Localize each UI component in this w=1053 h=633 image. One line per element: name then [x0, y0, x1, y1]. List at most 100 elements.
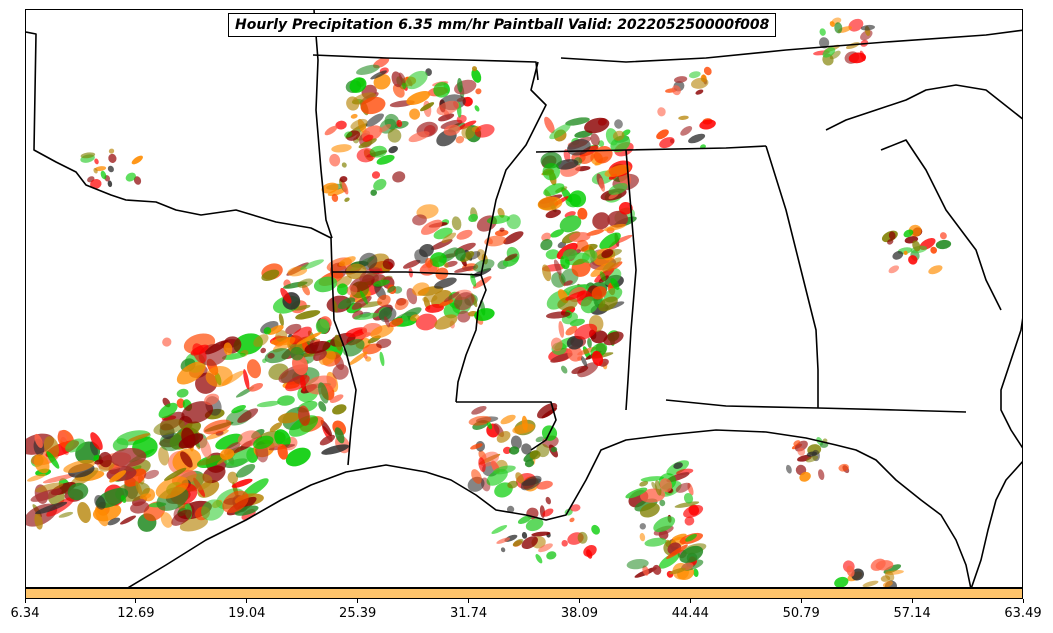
precipitation-blob	[545, 496, 552, 505]
precipitation-blob	[517, 515, 532, 525]
precipitation-blob	[550, 337, 563, 352]
precipitation-blob	[338, 256, 356, 267]
precipitation-blob	[313, 276, 338, 293]
precipitation-blob	[471, 405, 487, 415]
precipitation-blob	[496, 537, 511, 544]
precipitation-blob	[277, 412, 300, 424]
precipitation-blob	[67, 482, 89, 501]
precipitation-blob	[880, 575, 891, 582]
precipitation-blob	[685, 533, 697, 542]
precipitation-blob	[409, 108, 421, 120]
precipitation-blob	[215, 433, 243, 450]
precipitation-blob	[264, 348, 291, 364]
border-al-ga	[765, 145, 819, 408]
precipitation-blob	[391, 71, 403, 88]
precipitation-blob	[94, 166, 107, 172]
precipitation-blob	[120, 495, 127, 504]
precipitation-blob	[656, 129, 669, 140]
precipitation-blob	[331, 193, 339, 202]
precipitation-blob	[176, 388, 189, 398]
precipitation-blob	[591, 286, 607, 300]
precipitation-blob	[318, 382, 329, 404]
border-ms-al	[625, 149, 637, 411]
precipitation-blob	[243, 369, 250, 390]
precipitation-blob	[77, 502, 91, 523]
precipitation-blob	[153, 419, 185, 436]
precipitation-blob	[280, 287, 292, 304]
precipitation-blob	[394, 298, 409, 311]
precipitation-blob	[608, 183, 628, 195]
precipitation-blob	[371, 171, 381, 179]
colorbar-tick-label: 31.74	[449, 606, 488, 621]
precipitation-blob	[409, 314, 420, 322]
precipitation-blob	[550, 229, 564, 238]
precipitation-blob	[181, 427, 196, 449]
precipitation-blob	[560, 365, 568, 374]
precipitation-blob	[329, 394, 344, 403]
colorbar-tick-label: 50.79	[782, 606, 820, 621]
border-ok-ar	[313, 10, 333, 239]
precipitation-blob	[335, 120, 347, 130]
precipitation-blob	[263, 327, 272, 335]
precipitation-blob	[425, 303, 444, 313]
map-panel	[25, 9, 1023, 588]
precipitation-blob	[223, 342, 233, 356]
precipitation-blob	[475, 88, 482, 95]
precipitation-blob	[468, 213, 478, 222]
precipitation-blob	[94, 459, 104, 465]
precipitation-blob	[144, 469, 159, 480]
precipitation-blob	[568, 190, 587, 208]
precipitation-blob	[930, 246, 938, 254]
precipitation-blob	[699, 119, 716, 130]
precipitation-blob	[358, 301, 383, 308]
precipitation-blob	[598, 140, 605, 147]
precipitation-blob	[109, 470, 127, 483]
precipitation-blob	[80, 152, 96, 159]
precipitation-blob	[234, 505, 259, 516]
precipitation-blob	[336, 283, 349, 296]
precipitation-blob	[341, 181, 349, 195]
precipitation-blob	[304, 340, 331, 354]
precipitation-blob	[542, 162, 561, 181]
precipitation-blob	[549, 123, 571, 140]
precipitation-blob	[584, 117, 610, 134]
precipitation-blob	[58, 511, 74, 518]
precipitation-blob	[834, 22, 843, 34]
precipitation-blob	[425, 257, 433, 268]
precipitation-blob	[298, 405, 311, 426]
colorbar-tick	[800, 599, 802, 603]
precipitation-blob	[799, 471, 811, 482]
precipitation-blob	[334, 334, 342, 351]
precipitation-blob	[236, 463, 256, 478]
precipitation-blob	[566, 335, 584, 350]
precipitation-blob	[108, 148, 115, 154]
precipitation-blob	[644, 537, 667, 547]
precipitation-blob	[703, 66, 712, 76]
precipitation-blob	[544, 116, 555, 134]
precipitation-blob	[939, 232, 947, 240]
precipitation-blob	[822, 47, 836, 58]
precipitation-blob	[376, 154, 395, 165]
precipitation-blob	[541, 232, 552, 241]
precipitation-blob	[343, 338, 365, 357]
precipitation-blob	[587, 338, 592, 348]
precipitation-blob	[406, 91, 431, 105]
precipitation-blob	[576, 239, 589, 252]
precipitation-blob	[506, 505, 515, 513]
precipitation-blob	[436, 100, 460, 116]
precipitation-blob	[125, 172, 136, 182]
precipitation-blob	[107, 180, 113, 188]
precipitation-blob	[222, 490, 249, 514]
precipitation-blob	[888, 231, 896, 240]
precipitation-blob	[695, 89, 704, 95]
precipitation-blob	[403, 259, 421, 269]
precipitation-blob	[429, 252, 447, 268]
precipitation-blob	[320, 419, 332, 436]
precipitation-blob	[565, 291, 586, 301]
precipitation-blob	[412, 282, 430, 296]
colorbar-tick-label: 12.69	[117, 606, 155, 621]
precipitation-blob	[133, 176, 142, 185]
border-tn-south	[535, 145, 767, 153]
precipitation-blob	[525, 518, 544, 532]
precipitation-blob	[295, 310, 321, 320]
